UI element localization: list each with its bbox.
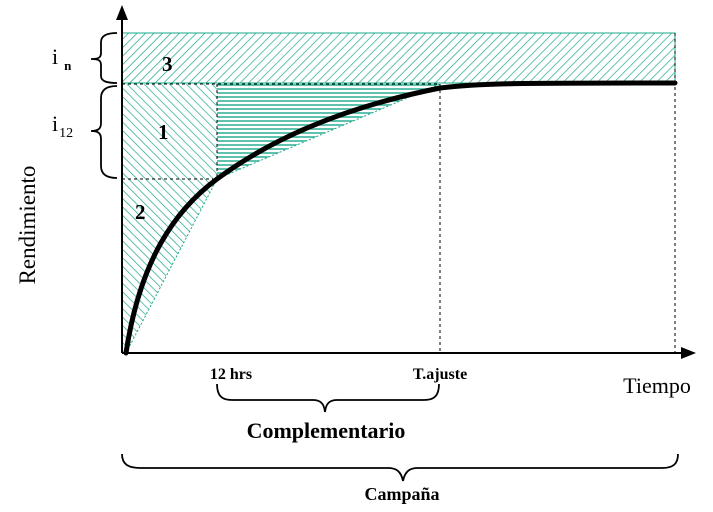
axes	[116, 5, 696, 359]
region-3-area	[121, 32, 676, 84]
yield-curve	[123, 80, 678, 356]
x-tick-12hrs: 12 hrs	[210, 366, 252, 383]
complementario-label: Complementario	[247, 418, 406, 443]
region-2-area	[122, 179, 217, 353]
guide-lines	[122, 33, 676, 353]
y-axis-arrow-icon	[116, 5, 128, 20]
region-1-label: 1	[158, 120, 169, 144]
i12-label: i12	[52, 111, 73, 141]
campana-brace	[121, 453, 679, 482]
campana-label: Campaña	[364, 484, 439, 504]
complementario-brace	[216, 383, 440, 413]
region-3-label: 3	[162, 52, 173, 76]
x-axis-label: Tiempo	[623, 373, 691, 398]
in-brace	[90, 32, 118, 84]
y-axis-label: Rendimiento	[15, 166, 40, 285]
region-1-area	[122, 84, 217, 179]
region-2-label: 2	[135, 200, 146, 224]
x-tick-tajuste: T.ajuste	[413, 366, 467, 383]
approximation-lines	[125, 83, 441, 354]
x-axis-arrow-icon	[681, 347, 696, 359]
i12-brace	[90, 85, 118, 179]
